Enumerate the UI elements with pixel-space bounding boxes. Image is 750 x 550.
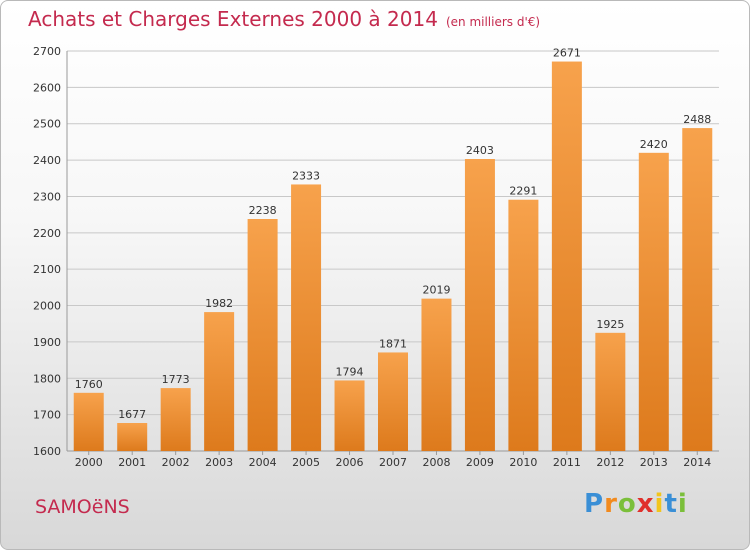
x-axis: 2000 2001 2002 2003 2004 2005 2006 2007 2008 2009… bbox=[75, 451, 711, 469]
y-tick-label: 2100 bbox=[33, 263, 61, 276]
bar bbox=[73, 392, 104, 451]
bar bbox=[421, 298, 452, 451]
x-tick-label: 2001 bbox=[118, 456, 146, 469]
bar bbox=[378, 352, 408, 451]
logo-letter: i bbox=[654, 489, 665, 519]
logo-letter: r bbox=[604, 489, 618, 519]
bar-value-label: 1871 bbox=[379, 337, 407, 350]
proxiti-logo: Proxiti bbox=[584, 489, 688, 519]
bar-value-label: 2671 bbox=[553, 47, 581, 60]
bar bbox=[117, 423, 148, 451]
bar-value-label: 2488 bbox=[683, 113, 711, 126]
x-tick-label: 2007 bbox=[379, 456, 407, 469]
y-tick-label: 1600 bbox=[33, 445, 61, 458]
y-tick-label: 2300 bbox=[33, 190, 61, 203]
y-tick-label: 2500 bbox=[33, 118, 61, 131]
y-tick-label: 1800 bbox=[33, 372, 61, 385]
bar bbox=[160, 388, 191, 451]
x-tick-label: 2013 bbox=[640, 456, 668, 469]
bar bbox=[204, 312, 235, 451]
bar-value-label: 1760 bbox=[75, 378, 103, 391]
chart-title: Achats et Charges Externes 2000 à 2014 (e… bbox=[28, 7, 540, 31]
bar bbox=[638, 152, 669, 451]
bar bbox=[247, 219, 278, 451]
x-tick-label: 2014 bbox=[683, 456, 711, 469]
y-tick-label: 2700 bbox=[33, 45, 61, 58]
x-tick-label: 2004 bbox=[249, 456, 277, 469]
x-tick-label: 2012 bbox=[596, 456, 624, 469]
bar bbox=[464, 159, 495, 451]
bar bbox=[682, 128, 713, 451]
x-tick-label: 2003 bbox=[205, 456, 233, 469]
bar-value-label: 2333 bbox=[292, 169, 320, 182]
y-tick-label: 2000 bbox=[33, 300, 61, 313]
logo-letter: P bbox=[584, 489, 605, 519]
x-tick-label: 2000 bbox=[75, 456, 103, 469]
chart-title-text: Achats et Charges Externes 2000 à 2014 bbox=[28, 7, 438, 31]
bar-value-label: 1925 bbox=[596, 318, 624, 331]
y-tick-label: 2400 bbox=[33, 154, 61, 167]
bar bbox=[595, 332, 626, 451]
y-tick-label: 2200 bbox=[33, 227, 61, 240]
y-tick-label: 1900 bbox=[33, 336, 61, 349]
bar-value-label: 1773 bbox=[162, 373, 190, 386]
bar-value-label: 1794 bbox=[336, 365, 364, 378]
bar-value-label: 2403 bbox=[466, 144, 494, 157]
y-tick-label: 2600 bbox=[33, 81, 61, 94]
logo-letter: i bbox=[677, 489, 688, 519]
logo-letter: t bbox=[664, 489, 678, 519]
x-tick-label: 2011 bbox=[553, 456, 581, 469]
chart-unit: (en milliers d'€) bbox=[445, 15, 541, 29]
bar-value-label: 2291 bbox=[509, 185, 537, 198]
bar-value-label: 2019 bbox=[422, 284, 450, 297]
bar-value-label: 2420 bbox=[640, 138, 668, 151]
x-tick-label: 2010 bbox=[509, 456, 537, 469]
bar-value-label: 1677 bbox=[118, 408, 146, 421]
x-tick-label: 2002 bbox=[162, 456, 190, 469]
bars: 1760 1677 1773 1982 2238 2333 1794 1871 2019 2403… bbox=[73, 47, 713, 452]
y-tick-label: 1700 bbox=[33, 409, 61, 422]
x-tick-label: 2005 bbox=[292, 456, 320, 469]
bar-value-label: 2238 bbox=[249, 204, 277, 217]
bar-value-label: 1982 bbox=[205, 297, 233, 310]
logo-letter: o bbox=[617, 489, 637, 519]
logo-letter: x bbox=[636, 489, 655, 519]
x-tick-label: 2009 bbox=[466, 456, 494, 469]
x-tick-label: 2008 bbox=[422, 456, 450, 469]
x-tick-label: 2006 bbox=[336, 456, 364, 469]
bar bbox=[291, 184, 322, 452]
bar bbox=[508, 199, 539, 451]
bar bbox=[551, 61, 582, 451]
bar bbox=[334, 380, 365, 451]
commune-name: SAMOëNS bbox=[35, 496, 130, 518]
